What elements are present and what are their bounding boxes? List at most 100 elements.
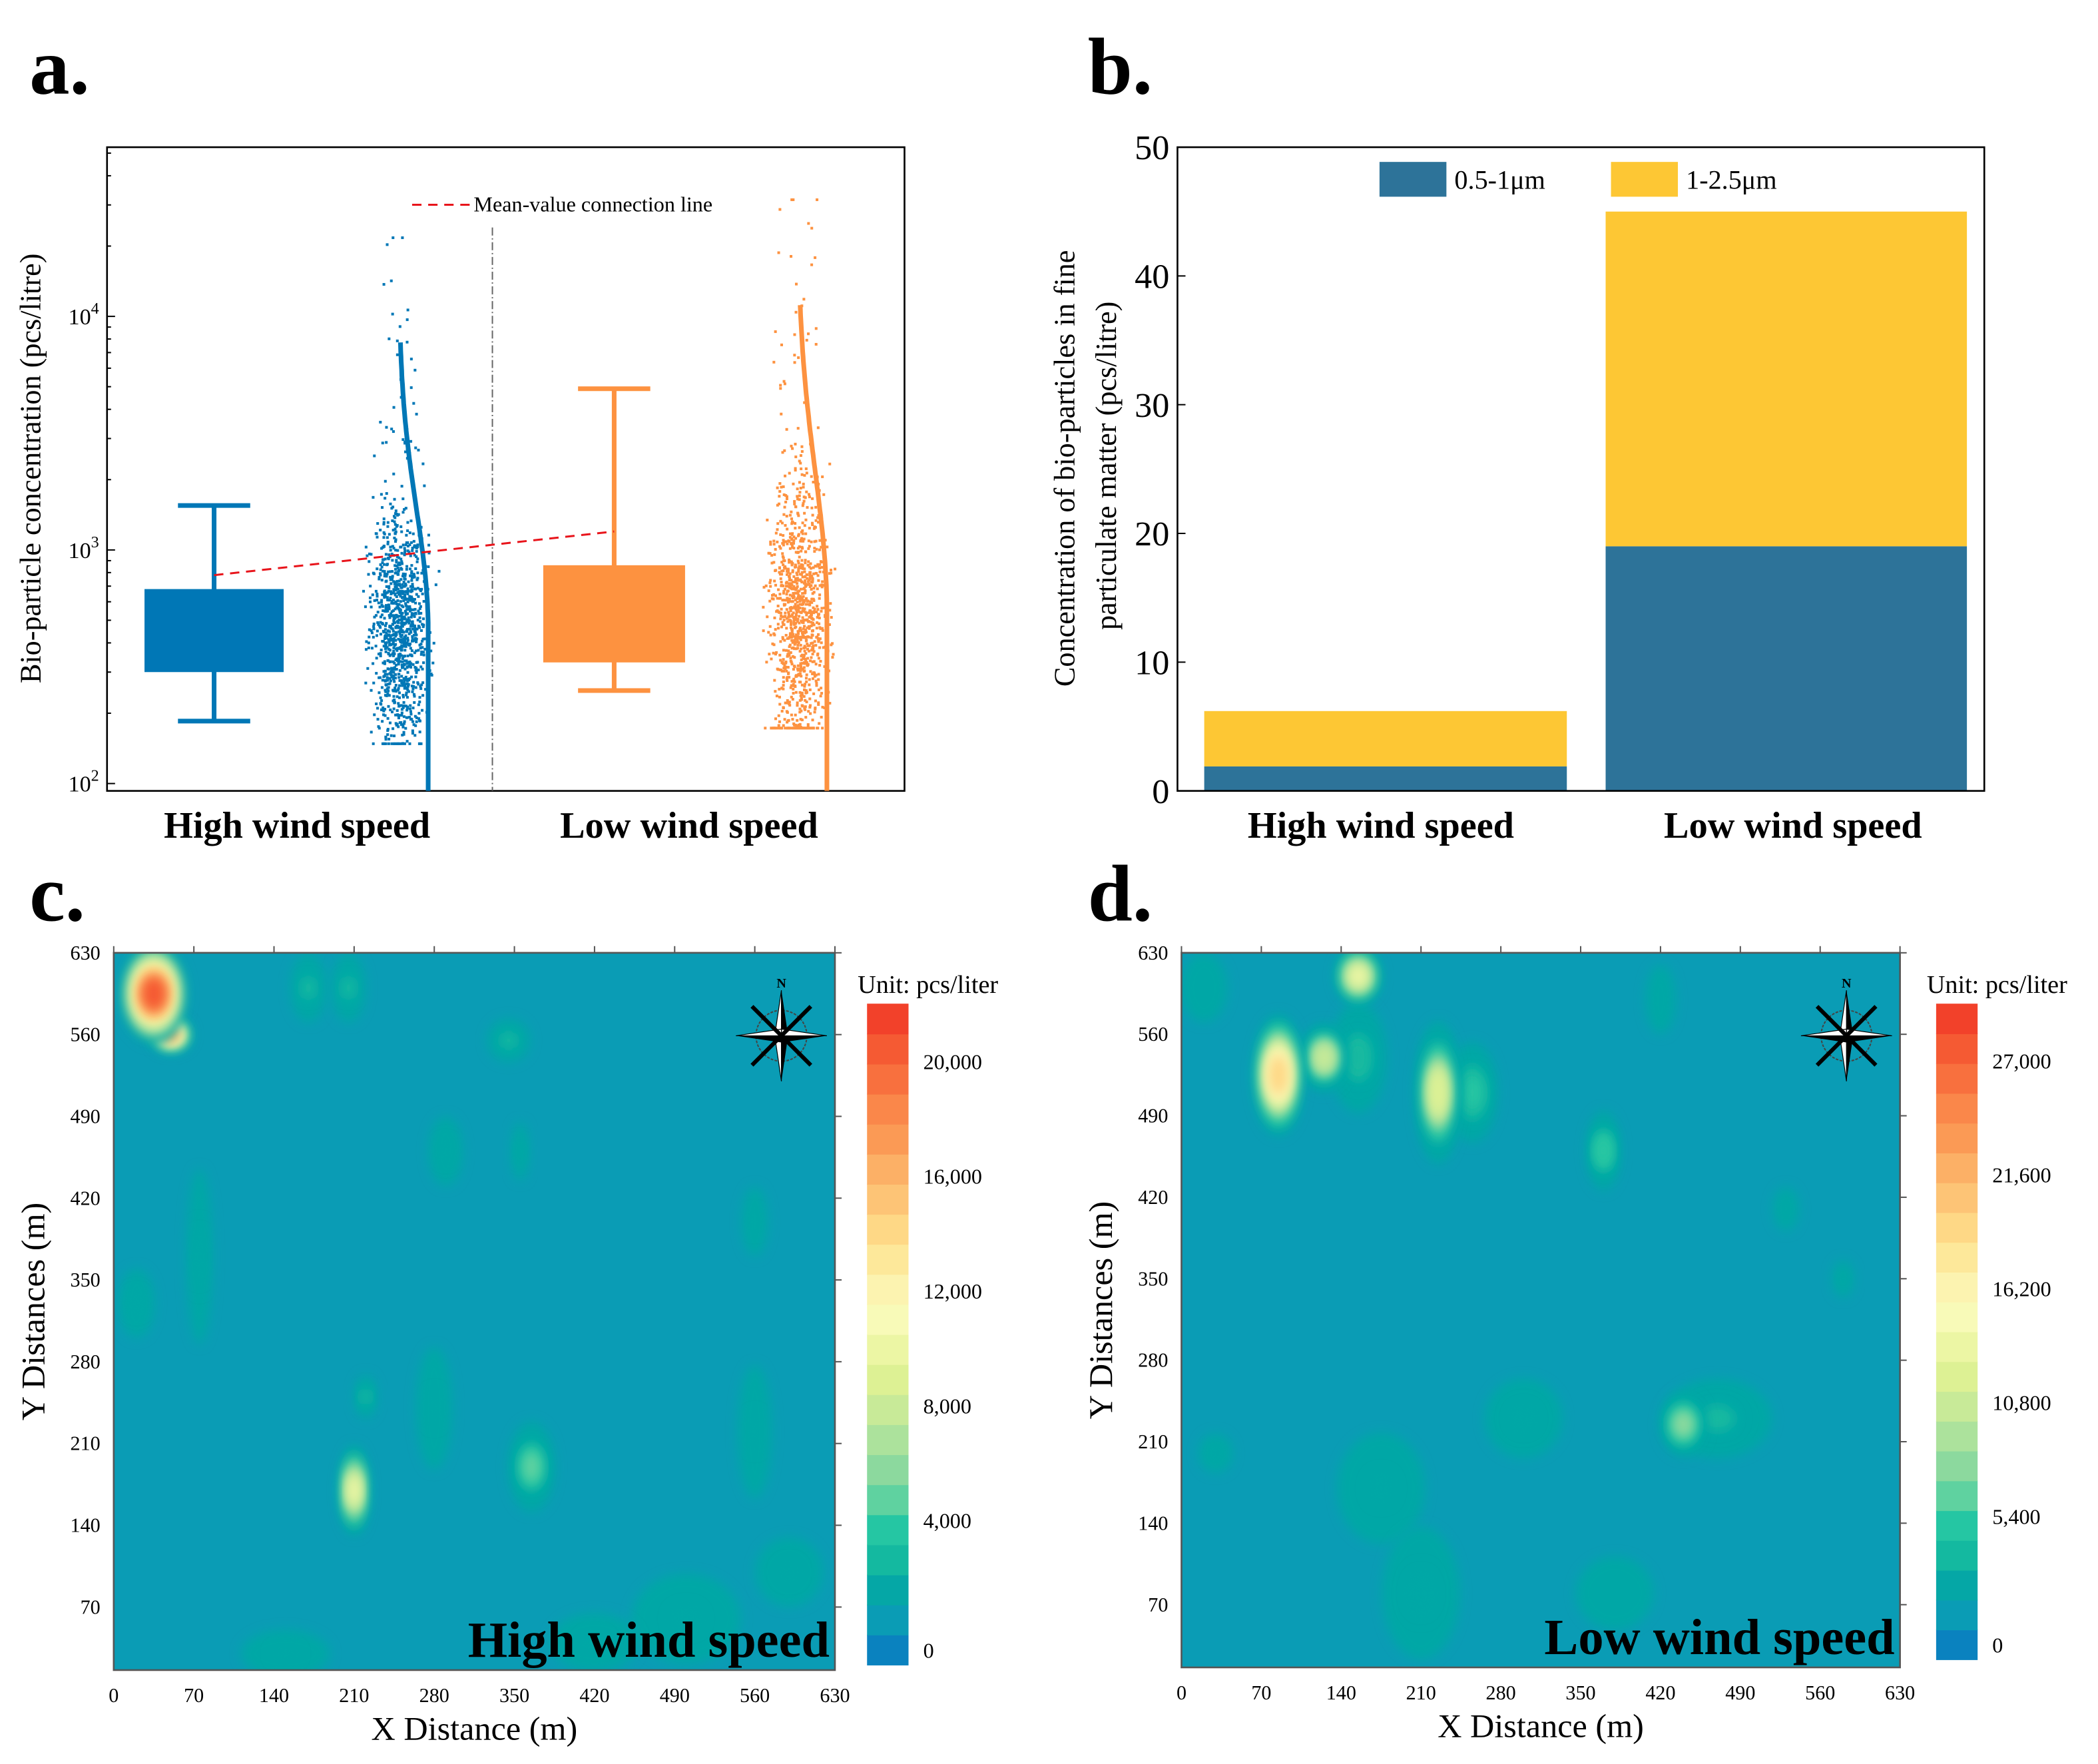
hotspot	[1269, 1056, 1288, 1094]
scatter-point	[790, 562, 794, 565]
scatter-point	[796, 597, 799, 601]
colorbar-tick-label: 16,000	[923, 1165, 982, 1189]
scatter-point	[370, 629, 373, 633]
scatter-point	[780, 669, 784, 673]
colorbar-title: Unit: pcs/liter	[858, 971, 998, 999]
scatter-point	[413, 715, 417, 718]
scatter-point	[392, 689, 395, 692]
scatter-point	[411, 575, 415, 579]
scatter-point	[397, 717, 400, 720]
scatter-point	[413, 368, 417, 372]
scatter-point	[818, 646, 822, 649]
scatter-point	[401, 575, 405, 578]
scatter-point	[818, 597, 821, 600]
scatter-point	[808, 495, 811, 499]
scatter-point	[820, 627, 824, 630]
scatter-point	[381, 593, 384, 597]
scatter-point	[818, 539, 822, 542]
scatter-point	[782, 534, 785, 537]
scatter-point	[818, 566, 822, 569]
hotspot	[1701, 1405, 1734, 1432]
scatter-point	[782, 724, 785, 727]
scatter-point	[804, 716, 808, 719]
scatter-point	[776, 503, 779, 507]
scatter-point	[788, 532, 792, 535]
scatter-point	[772, 593, 776, 596]
colorbar-band	[1936, 1212, 1978, 1243]
scatter-point	[387, 589, 390, 593]
compass-diagonal	[750, 1034, 783, 1067]
scatter-point	[798, 603, 802, 606]
scatter-point	[772, 561, 776, 564]
scatter-point	[378, 727, 381, 730]
scatter-point	[804, 467, 808, 470]
scatter-point	[400, 604, 403, 607]
scatter-point	[396, 587, 399, 591]
distribution-curve	[798, 304, 830, 791]
scatter-point	[404, 507, 407, 510]
scatter-point	[382, 517, 386, 521]
scatter-point	[777, 251, 780, 254]
scatter-point	[773, 679, 776, 682]
scatter-point	[410, 649, 413, 653]
scatter-point	[820, 566, 824, 569]
hotspot	[439, 1139, 453, 1163]
scatter-point	[390, 614, 393, 617]
scatter-point	[792, 620, 796, 623]
scatter-point	[772, 597, 775, 601]
scatter-point	[800, 581, 804, 584]
scatter-point	[773, 553, 776, 556]
hotspot	[515, 1141, 525, 1162]
scatter-point	[803, 567, 806, 571]
scatter-point	[812, 566, 815, 569]
scatter-point	[814, 525, 817, 529]
scatter-point	[414, 446, 417, 449]
colorbar-band	[1936, 1391, 1978, 1422]
y-tick-label: 30	[1135, 386, 1169, 425]
scatter-point	[805, 639, 808, 642]
scatter-point	[804, 691, 808, 695]
scatter-point	[792, 592, 795, 595]
scatter-point	[790, 628, 794, 631]
scatter-point	[796, 512, 800, 515]
scatter-point	[409, 574, 412, 577]
scatter-point	[406, 642, 409, 645]
colorbar-band	[1936, 1242, 1978, 1273]
scatter-point	[411, 729, 414, 733]
colorbar-band	[867, 1304, 909, 1335]
scatter-point	[821, 629, 824, 632]
scatter-point	[394, 567, 397, 571]
y-tick-label: 70	[81, 1596, 101, 1618]
scatter-point	[792, 687, 795, 691]
scatter-point	[778, 653, 782, 657]
scatter-point	[401, 511, 405, 514]
scatter-point	[399, 649, 403, 652]
scatter-point	[374, 645, 378, 648]
scatter-point	[386, 733, 390, 736]
scatter-point	[413, 734, 417, 737]
scatter-point	[376, 621, 380, 625]
scatter-point	[382, 523, 386, 526]
scatter-point	[830, 616, 833, 619]
scatter-point	[794, 551, 798, 554]
scatter-point	[787, 615, 790, 619]
scatter-point	[806, 603, 809, 606]
colorbar-band	[867, 1214, 909, 1245]
scatter-point	[391, 576, 394, 579]
scatter-point	[384, 641, 387, 645]
scatter-point	[390, 667, 393, 670]
y-axis-label: Y Distances (m)	[14, 1203, 51, 1420]
scatter-point	[818, 622, 821, 625]
scatter-point	[422, 661, 425, 665]
scatter-point	[372, 571, 375, 575]
scatter-point	[786, 655, 789, 658]
scatter-point	[417, 595, 420, 598]
scatter-point	[417, 703, 420, 707]
scatter-point	[413, 553, 416, 557]
scatter-point	[788, 702, 791, 705]
scatter-point	[389, 578, 392, 581]
scatter-point	[762, 585, 766, 589]
scatter-point	[412, 402, 415, 405]
scatter-point	[417, 668, 420, 671]
scatter-point	[786, 711, 789, 714]
